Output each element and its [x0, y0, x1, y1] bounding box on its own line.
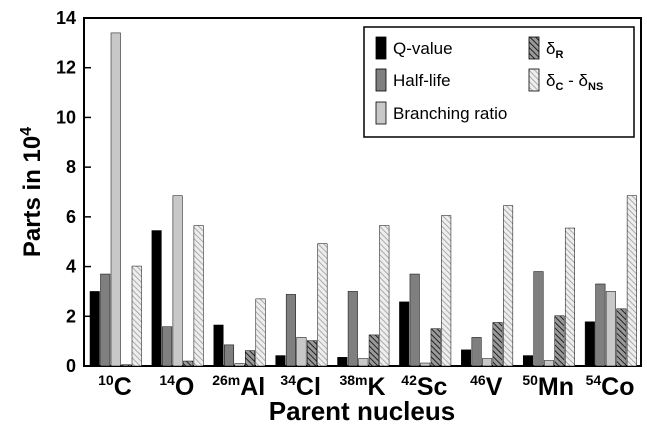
legend-label: δR: [546, 39, 563, 61]
legend-swatch: [375, 101, 387, 125]
bar: [121, 364, 132, 367]
bar: [213, 324, 224, 367]
bar: [131, 265, 142, 367]
bar: [379, 225, 390, 367]
legend-swatch: [375, 36, 387, 60]
y-tick-label: 12: [56, 58, 76, 78]
bar: [441, 215, 452, 367]
x-tick-label: 34Cl: [280, 372, 321, 401]
bar: [399, 301, 410, 367]
x-axis-label: Parent nucleus: [269, 396, 455, 426]
x-tick-label: 46V: [470, 372, 503, 401]
bar: [492, 322, 503, 367]
bar: [337, 357, 348, 367]
bar: [584, 321, 595, 367]
y-axis-label: Parts in 104: [18, 127, 46, 257]
bar: [296, 337, 307, 367]
x-tick-label: 26mAl: [212, 372, 265, 401]
y-tick-label: 6: [66, 207, 76, 227]
x-tick-label: 14O: [159, 372, 194, 401]
bar: [234, 363, 245, 367]
bar: [183, 360, 194, 367]
bar: [358, 358, 369, 367]
bar: [285, 294, 296, 367]
bar: [347, 291, 358, 367]
x-tick-label: 54Co: [586, 372, 635, 401]
bar: [89, 291, 100, 367]
y-tick-label: 4: [66, 257, 76, 277]
bar: [317, 243, 328, 367]
bar: [461, 349, 472, 367]
y-axis-ticks: 0 2 4 6 8 10 12 14: [56, 8, 91, 376]
bar: [110, 32, 121, 367]
bar: [162, 326, 173, 367]
bar: [616, 308, 627, 367]
legend-swatch: [375, 68, 387, 92]
bar: [564, 227, 575, 367]
legend-label: Branching ratio: [393, 104, 507, 123]
legend-label: Q-value: [393, 39, 453, 58]
bar: [482, 358, 493, 367]
bar: [255, 298, 266, 367]
bar: [100, 273, 111, 367]
y-tick-label: 14: [56, 8, 76, 28]
bar: [543, 360, 554, 367]
bar: [245, 350, 256, 367]
y-tick-label: 8: [66, 157, 76, 177]
bar: [522, 355, 533, 367]
bar: [306, 340, 317, 367]
bar: [503, 205, 514, 367]
x-tick-label: 50Mn: [522, 372, 574, 401]
bar: [626, 195, 637, 367]
x-tick-label: 38mK: [339, 372, 385, 401]
legend-label: Half-life: [393, 71, 451, 90]
x-axis-ticks: 10C 14O 26mAl 34Cl 38mK 42Sc 46V 50Mn 54Co: [98, 372, 634, 401]
y-tick-label: 2: [66, 306, 76, 326]
bar: [275, 355, 286, 367]
bar: [420, 362, 431, 367]
bar: [430, 328, 441, 367]
legend-label: δC - δNS: [546, 71, 603, 93]
bar: [409, 273, 420, 367]
bar: [554, 315, 565, 367]
bar: [471, 337, 482, 367]
y-tick-label: 10: [56, 107, 76, 127]
y-tick-label: 0: [66, 356, 76, 376]
legend-swatch: [528, 68, 540, 92]
legend-box: [363, 26, 635, 138]
bars-group: [89, 32, 637, 367]
bar: [224, 344, 235, 367]
bar: [172, 195, 183, 367]
legend-swatch: [528, 36, 540, 60]
bar: [151, 230, 162, 367]
bar: [533, 271, 544, 367]
x-tick-label: 42Sc: [401, 372, 447, 401]
bar: [605, 291, 616, 367]
legend: Q-value Half-life Branching ratio δR δC - δN…: [363, 26, 635, 138]
bar: [595, 283, 606, 367]
bar: [368, 334, 379, 367]
x-tick-label: 10C: [98, 372, 132, 401]
bar: [193, 225, 204, 367]
